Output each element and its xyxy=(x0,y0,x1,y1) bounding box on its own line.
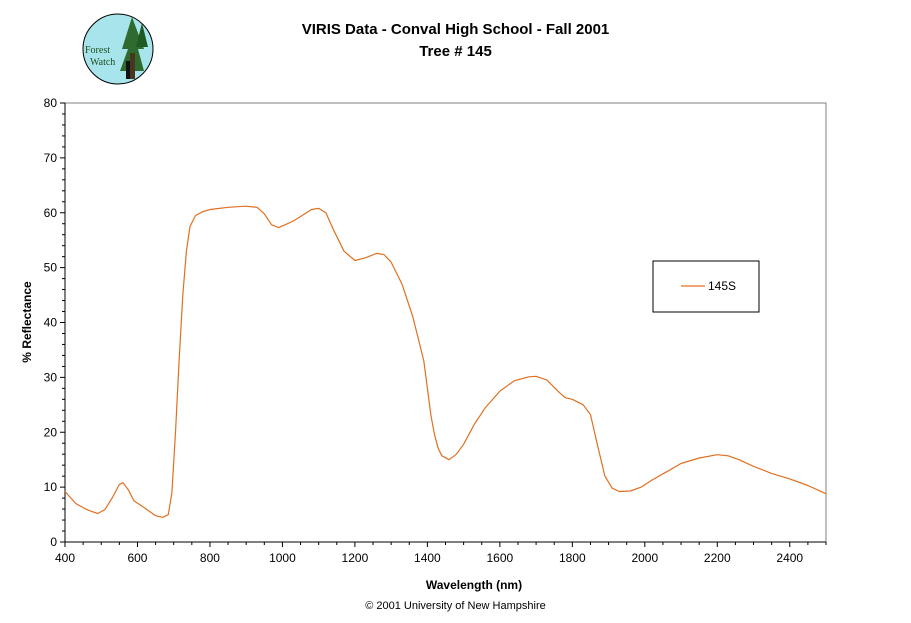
logo-text-forest: Forest xyxy=(85,45,110,56)
chart-title: VIRIS Data - Conval High School - Fall 2… xyxy=(301,21,610,38)
x-tick-label: 600 xyxy=(127,551,147,565)
y-tick-label: 40 xyxy=(44,316,58,330)
x-tick-label: 2400 xyxy=(776,551,803,565)
chart-subtitle: Tree # 145 xyxy=(419,43,492,60)
y-tick-label: 20 xyxy=(44,425,58,439)
x-tick-label: 800 xyxy=(200,551,220,565)
x-tick-label: 1000 xyxy=(269,551,296,565)
y-tick-label: 30 xyxy=(44,370,58,384)
forest-watch-logo: Forest Watch xyxy=(82,13,154,85)
x-axis-label: Wavelength (nm) xyxy=(426,578,522,592)
legend-box xyxy=(652,260,760,313)
copyright-footer: © 2001 University of New Hampshire xyxy=(365,600,546,612)
axes: 0 10 20 30 40 50 60 70 80 400 600 800 1000 1200 1400 16… xyxy=(44,96,827,565)
y-tick-label: 70 xyxy=(44,151,58,165)
y-axis-label: % Reflectance xyxy=(20,281,34,363)
series-line-145S xyxy=(64,205,827,518)
logo-text-watch: Watch xyxy=(90,57,115,68)
forest-watch-logo-icon: Forest Watch xyxy=(82,13,154,85)
plot-area xyxy=(64,102,827,543)
x-tick-label: 400 xyxy=(55,551,75,565)
x-tick-label: 2000 xyxy=(631,551,658,565)
x-tick-label: 1800 xyxy=(559,551,586,565)
legend-label: 145S xyxy=(708,279,736,293)
legend: 145S xyxy=(652,260,760,313)
x-tick-label: 1200 xyxy=(342,551,369,565)
series-layer xyxy=(64,205,827,518)
y-tick-label: 10 xyxy=(44,480,58,494)
y-tick-label: 80 xyxy=(44,96,58,110)
x-tick-label: 1600 xyxy=(487,551,514,565)
x-tick-label: 2200 xyxy=(704,551,731,565)
y-tick-label: 0 xyxy=(50,535,57,549)
x-tick-label: 1400 xyxy=(414,551,441,565)
y-tick-label: 50 xyxy=(44,261,58,275)
y-tick-label: 60 xyxy=(44,206,58,220)
